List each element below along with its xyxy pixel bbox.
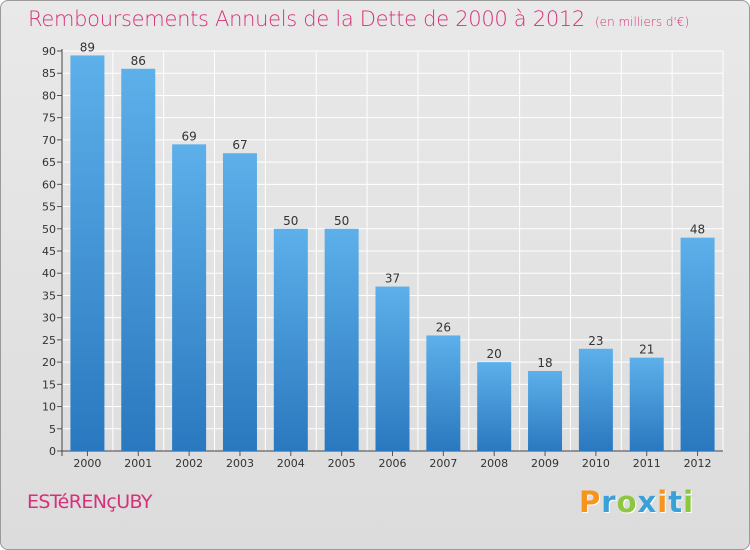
bar — [121, 68, 156, 452]
x-tick-label: 2002 — [175, 457, 203, 470]
bar — [222, 153, 257, 451]
bar-value-label: 89 — [80, 40, 95, 54]
bar — [680, 237, 715, 451]
x-tick-label: 2005 — [328, 457, 356, 470]
bar-value-label: 23 — [588, 334, 603, 348]
y-tick-label: 30 — [42, 312, 56, 325]
chart-title-text: Remboursements Annuels de la Dette de 20… — [28, 7, 585, 31]
y-tick-label: 10 — [42, 401, 56, 414]
bar — [324, 228, 359, 451]
y-tick-label: 35 — [42, 289, 56, 302]
x-tick-label: 2010 — [582, 457, 610, 470]
x-tick-label: 2008 — [480, 457, 508, 470]
bar-value-label: 69 — [181, 129, 196, 143]
y-tick-label: 65 — [42, 156, 56, 169]
bar — [426, 335, 461, 451]
y-tick-label: 85 — [42, 67, 56, 80]
y-tick-label: 40 — [42, 267, 56, 280]
bar-value-label: 21 — [639, 343, 654, 357]
y-tick-label: 50 — [42, 223, 56, 236]
bar — [70, 55, 105, 451]
y-tick-label: 0 — [49, 445, 56, 458]
bar-value-label: 50 — [283, 214, 298, 228]
bar-value-label: 18 — [537, 356, 552, 370]
bar — [578, 348, 613, 451]
y-tick-label: 45 — [42, 245, 56, 258]
y-tick-label: 20 — [42, 356, 56, 369]
bar — [629, 357, 664, 451]
y-tick-label: 75 — [42, 112, 56, 125]
bar-value-label: 50 — [334, 214, 349, 228]
x-tick-label: 2003 — [226, 457, 254, 470]
y-tick-label: 5 — [49, 423, 56, 436]
y-tick-label: 55 — [42, 201, 56, 214]
x-tick-label: 2007 — [429, 457, 457, 470]
logo-letter: o — [616, 485, 638, 519]
bar — [172, 144, 207, 452]
bar — [273, 228, 308, 451]
chart-title: Remboursements Annuels de la Dette de 20… — [28, 7, 689, 31]
proxiti-logo: Proxiti — [579, 485, 694, 519]
y-tick-label: 90 — [42, 45, 56, 58]
bar-value-label: 86 — [131, 54, 146, 68]
y-tick-label: 15 — [42, 378, 56, 391]
bar-value-label: 67 — [232, 138, 247, 152]
y-tick-label: 60 — [42, 178, 56, 191]
unit-note: (en milliers d'€) — [595, 15, 690, 29]
bar-value-label: 37 — [385, 272, 400, 286]
logo-letter: r — [601, 485, 617, 519]
x-tick-label: 2006 — [379, 457, 407, 470]
y-tick-label: 25 — [42, 334, 56, 347]
bar — [375, 286, 410, 451]
bar-value-label: 26 — [436, 320, 451, 334]
logo-letter: x — [637, 485, 658, 519]
x-tick-label: 2004 — [277, 457, 305, 470]
bar — [528, 371, 563, 451]
logo-letter: i — [683, 485, 695, 519]
logo-letter: i — [657, 485, 669, 519]
logo-letter: P — [579, 485, 602, 519]
bar — [477, 362, 512, 451]
bar-value-label: 20 — [487, 347, 502, 361]
x-tick-label: 2012 — [684, 457, 712, 470]
bar-value-label: 48 — [690, 223, 705, 237]
logo-letter: t — [668, 485, 684, 519]
x-tick-label: 2001 — [124, 457, 152, 470]
x-tick-label: 2011 — [633, 457, 661, 470]
y-tick-label: 70 — [42, 134, 56, 147]
x-tick-label: 2000 — [73, 457, 101, 470]
y-tick-label: 80 — [42, 89, 56, 102]
x-tick-label: 2009 — [531, 457, 559, 470]
commune-name: ESTéRENçUBY — [27, 491, 153, 513]
